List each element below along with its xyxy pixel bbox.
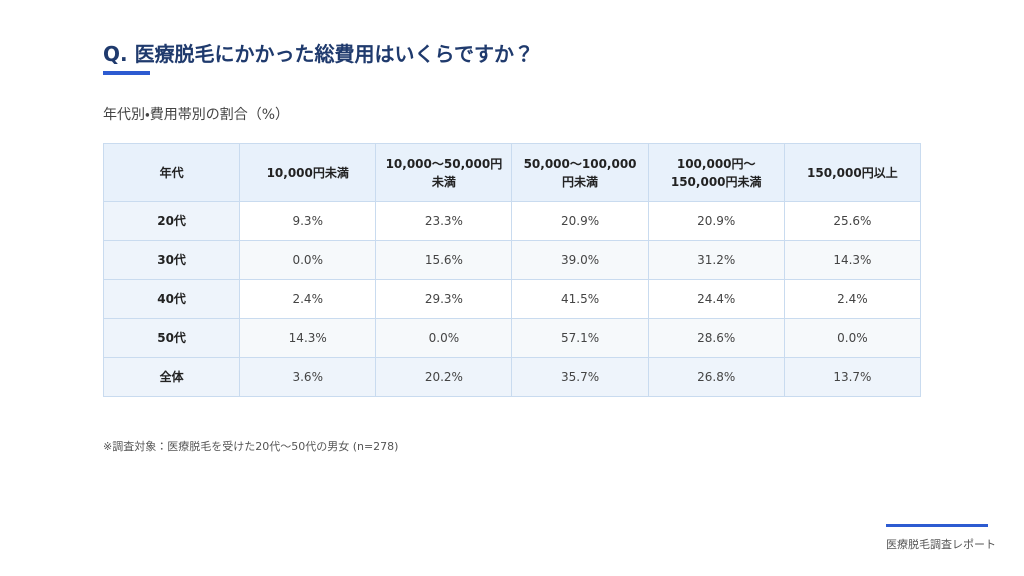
cell: 41.5% [511, 279, 649, 319]
row-label: 30代 [102, 240, 241, 280]
row-label: 20代 [102, 201, 241, 241]
cell: 3.6% [239, 357, 377, 397]
table-row: 全体 3.6% 20.2% 35.7% 26.8% 13.7% [102, 357, 922, 397]
cell: 2.4% [239, 279, 377, 319]
table-row: 50代 14.3% 0.0% 57.1% 28.6% 0.0% [102, 318, 922, 358]
cell: 29.3% [375, 279, 513, 319]
table-row: 40代 2.4% 29.3% 41.5% 24.4% 2.4% [102, 279, 922, 319]
cell: 20.9% [511, 201, 649, 241]
title-underline [103, 71, 150, 75]
cell: 25.6% [783, 201, 922, 241]
column-header: 10,000円未満 [239, 143, 377, 202]
column-header: 50,000〜100,000 円未満 [511, 143, 649, 202]
footer: 医療脱毛調査レポート [886, 538, 996, 551]
column-header: 100,000円〜 150,000円未満 [647, 143, 785, 202]
footer-line [886, 524, 988, 527]
cell: 0.0% [375, 318, 513, 358]
cell: 31.2% [647, 240, 785, 280]
cell: 35.7% [511, 357, 649, 397]
column-header: 150,000円以上 [783, 143, 922, 202]
table-row: 20代 9.3% 23.3% 20.9% 20.9% 25.6% [102, 201, 922, 241]
cell: 39.0% [511, 240, 649, 280]
table-row: 30代 0.0% 15.6% 39.0% 31.2% 14.3% [102, 240, 922, 280]
table-body: 20代 9.3% 23.3% 20.9% 20.9% 25.6% 30代 0.0% 15.6% 3… [102, 201, 922, 397]
row-label: 全体 [102, 357, 241, 397]
header-row: 年代 10,000円未満 10,000〜50,000円 未満 50,000〜100,0… [102, 143, 922, 202]
column-header: 10,000〜50,000円 未満 [375, 143, 513, 202]
cell: 15.6% [375, 240, 513, 280]
cell: 20.9% [647, 201, 785, 241]
cell: 23.3% [375, 201, 513, 241]
subtitle: 年代別・費用帯別の割合（%） [103, 107, 290, 123]
row-label: 50代 [102, 318, 241, 358]
cell: 57.1% [511, 318, 649, 358]
cell: 13.7% [783, 357, 922, 397]
cell: 14.3% [783, 240, 922, 280]
row-label: 40代 [102, 279, 241, 319]
title: Q. 医療脱毛にかかった総費用はいくらですか？ [103, 42, 534, 66]
cell: 26.8% [647, 357, 785, 397]
cell: 20.2% [375, 357, 513, 397]
data-table: 年代 10,000円未満 10,000〜50,000円 未満 50,000〜100,0… [102, 143, 922, 397]
cell: 24.4% [647, 279, 785, 319]
cell: 0.0% [783, 318, 922, 358]
cell: 2.4% [783, 279, 922, 319]
cell: 14.3% [239, 318, 377, 358]
column-header: 年代 [102, 143, 241, 202]
note: ※調査対象：医療脱毛を受けた20代〜50代の男女 (n=278) [103, 440, 399, 453]
cell: 9.3% [239, 201, 377, 241]
cell: 28.6% [647, 318, 785, 358]
cell: 0.0% [239, 240, 377, 280]
